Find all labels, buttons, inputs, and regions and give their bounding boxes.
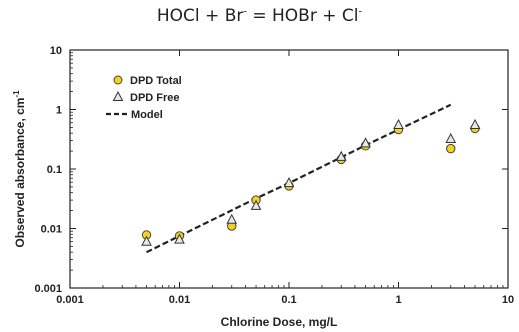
x-axis-title: Chlorine Dose, mg/L — [221, 315, 338, 329]
legend-label: DPD Total — [130, 75, 182, 87]
title-sup-1: - — [243, 6, 247, 18]
axes: 0.001 0.01 0.1 1 10 0.001 0.01 0.1 1 10 Chlorine D… — [12, 45, 514, 329]
y-tick-label: 0.1 — [47, 164, 62, 176]
x-tick-label: 0.1 — [281, 294, 296, 306]
dpd-free-point — [174, 233, 185, 244]
x-tick-label: 10 — [502, 294, 514, 306]
y-axis-title-sup: -1 — [12, 90, 21, 98]
dpd-free-point — [393, 118, 404, 129]
model-line — [146, 103, 452, 254]
dpd-free-point — [335, 150, 347, 161]
dpd-total-point — [446, 143, 456, 154]
title-part-1: HOCl + Br — [156, 6, 244, 26]
chart-title: HOCl + Br- = HOBr + Cl- — [0, 6, 519, 26]
dpd-free-point — [226, 213, 238, 224]
y-tick-label: 0.001 — [34, 283, 62, 295]
y-tick-label: 10 — [50, 45, 62, 57]
dpd-free-point — [141, 235, 152, 246]
dpd-free-point — [283, 177, 295, 188]
legend-label: Model — [131, 109, 163, 121]
series-layer — [141, 103, 481, 254]
title-part-2: = HOBr + Cl — [246, 6, 359, 26]
dpd-free-point — [445, 132, 457, 143]
x-tick-label: 1 — [395, 294, 401, 306]
y-tick-label: 1 — [56, 105, 62, 117]
y-tick-label: 0.01 — [41, 224, 62, 236]
dpd-free-point — [250, 199, 262, 210]
legend-label: DPD Free — [130, 92, 180, 104]
x-tick-label: 0.001 — [56, 294, 84, 306]
legend: DPD Total DPD Free Model — [106, 75, 182, 121]
title-sup-2: - — [358, 6, 363, 18]
dpd-free-point — [469, 118, 481, 129]
legend-marker-dpd-free — [112, 90, 124, 101]
x-tick-label: 0.01 — [169, 294, 190, 306]
y-axis-title: Observed absorbance, cm-1 — [12, 90, 27, 248]
legend-marker-dpd-total — [113, 75, 123, 85]
dpd-free-point — [360, 137, 371, 148]
